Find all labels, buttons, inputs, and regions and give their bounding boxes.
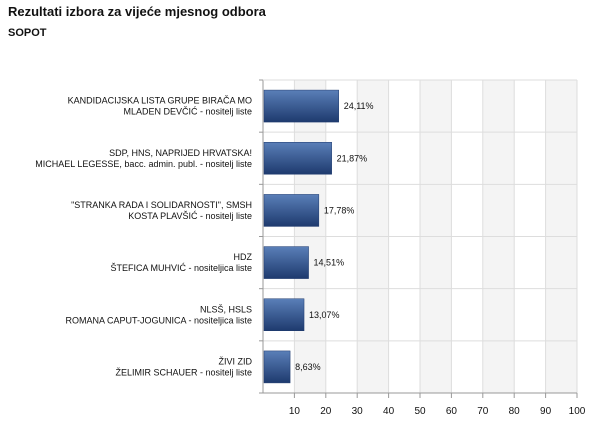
category-label: ŽELIMIR SCHAUER - nositelj liste: [115, 367, 252, 377]
bar: [263, 89, 339, 123]
x-tick-label: 70: [477, 406, 489, 417]
category-label: ŠTEFICA MUHVIĆ - nositeljica liste: [110, 263, 252, 273]
category-label: HDZ: [234, 252, 253, 262]
bars: [263, 89, 339, 384]
value-label: 24,11%: [344, 101, 374, 111]
bar: [263, 194, 320, 227]
bar: [263, 246, 309, 279]
category-label: SDP, HNS, NAPRIJED HRVATSKA!: [109, 148, 252, 158]
category-label: "STRANKA RADA I SOLIDARNOSTI", SMSH: [71, 200, 252, 210]
value-label: 21,87%: [337, 153, 368, 163]
labels: 10 20 30 40 50 60 70 80 90 100 24,11% KANDIDACIJSKA…: [35, 96, 586, 417]
chart-subtitle: SOPOT: [8, 27, 47, 39]
category-label: KOSTA PLAVŠIĆ - nositelj liste: [128, 211, 252, 221]
value-label: 17,78%: [324, 205, 355, 215]
x-tick-label: 40: [383, 406, 395, 417]
bar: [263, 350, 291, 384]
x-tick-label: 30: [352, 406, 364, 417]
bar: [263, 142, 332, 175]
category-label: NLSŠ, HSLS: [200, 304, 252, 314]
category-label: KANDIDACIJSKA LISTA GRUPE BIRAČA MO: [68, 96, 252, 106]
x-tick-label: 60: [446, 406, 458, 417]
value-label: 8,63%: [295, 362, 321, 372]
x-tick-label: 80: [509, 406, 521, 417]
bar: [263, 298, 305, 331]
category-label: MLADEN DEVČIĆ - nositelj liste: [123, 107, 252, 117]
x-tick-label: 100: [569, 406, 586, 417]
category-label: MICHAEL LEGESSE, bacc. admin. publ. - no…: [35, 159, 252, 169]
x-tick-label: 20: [320, 406, 332, 417]
value-label: 13,07%: [309, 310, 340, 320]
category-label: ROMANA CAPUT-JOGUNICA - nositeljica list…: [65, 315, 252, 325]
chart-title: Rezultati izbora za vijeće mjesnog odbor…: [8, 4, 266, 19]
category-label: ŽIVI ZID: [219, 356, 253, 366]
axes: [259, 79, 578, 398]
gridlines: [263, 80, 578, 393]
x-tick-label: 90: [540, 406, 552, 417]
value-label: 14,51%: [314, 258, 345, 268]
x-tick-label: 50: [414, 406, 426, 417]
x-tick-label: 10: [289, 406, 301, 417]
